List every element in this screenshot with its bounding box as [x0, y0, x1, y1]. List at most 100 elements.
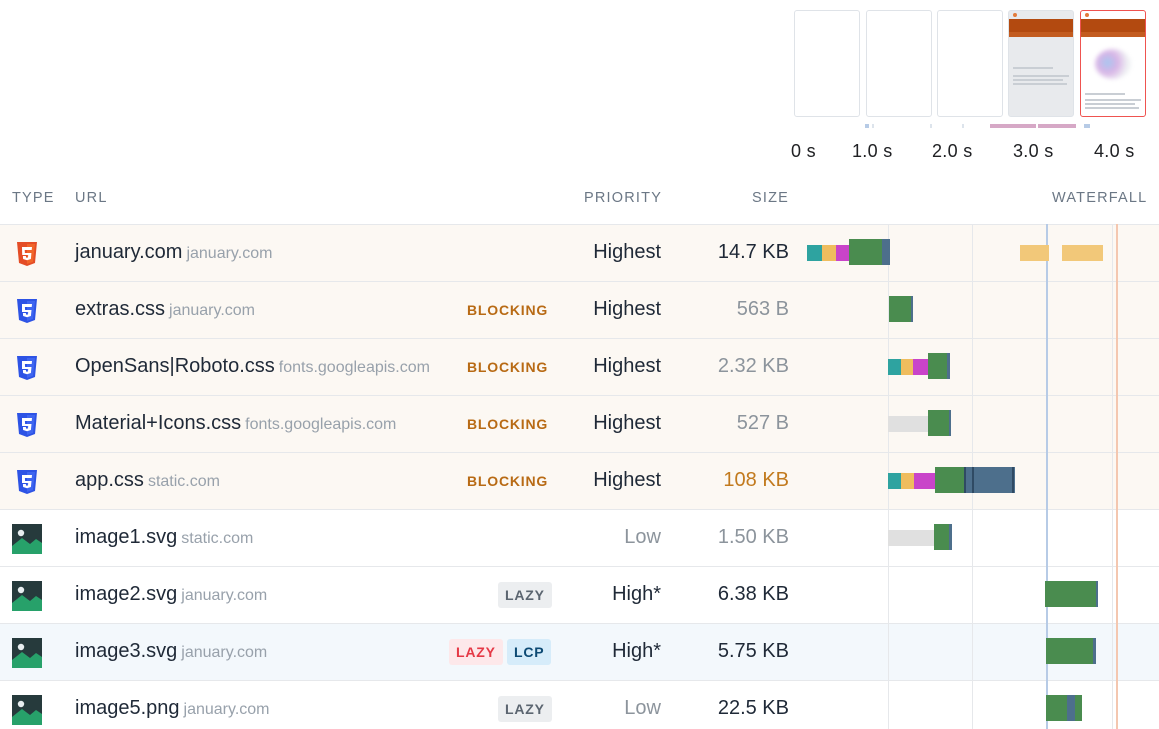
request-url[interactable]: image2.svg january.com	[75, 583, 267, 606]
timeline-label: 4.0 s	[1094, 141, 1135, 161]
timeline-marker	[872, 124, 874, 128]
timeline-marker	[1038, 124, 1076, 128]
request-filename: image1.svg	[75, 526, 178, 548]
request-url[interactable]: image5.png january.com	[75, 697, 270, 720]
header-url[interactable]: URL	[75, 190, 108, 206]
timeline-marker	[1084, 124, 1090, 128]
waterfall-bar-blocked[interactable]	[888, 416, 928, 432]
waterfall-bar-connect[interactable]	[822, 245, 836, 261]
waterfall-bar-divider	[1012, 467, 1014, 493]
waterfall-bar-js[interactable]	[949, 410, 951, 436]
waterfall-bar-dns[interactable]	[888, 359, 901, 375]
request-priority: Highest	[593, 355, 661, 377]
request-size: 1.50 KB	[717, 526, 789, 548]
request-url[interactable]: image1.svg static.com	[75, 526, 253, 549]
image-icon	[12, 581, 42, 611]
waterfall-bar-connect[interactable]	[901, 359, 913, 375]
waterfall-chart	[800, 224, 1159, 729]
waterfall-bar-download[interactable]	[1046, 695, 1067, 721]
waterfall-bar-download[interactable]	[889, 296, 911, 322]
request-priority: Highest	[593, 469, 661, 491]
image-icon	[12, 638, 42, 668]
waterfall-bar-download[interactable]	[1075, 695, 1082, 721]
waterfall-marker-line	[1116, 224, 1118, 729]
filmstrip-frame[interactable]	[866, 10, 932, 117]
waterfall-bar-dns[interactable]	[807, 245, 822, 261]
waterfall-bar-blocked[interactable]	[888, 530, 934, 546]
waterfall-bar-divider	[964, 467, 966, 493]
waterfall-bar-js[interactable]	[882, 239, 890, 265]
request-url[interactable]: app.css static.com	[75, 469, 220, 492]
request-size: 14.7 KB	[717, 241, 789, 263]
request-filename: january.com	[75, 241, 183, 263]
header-size[interactable]: SIZE	[752, 190, 790, 206]
filmstrip-frame[interactable]	[794, 10, 860, 117]
image-icon	[12, 524, 42, 554]
waterfall-bar-download[interactable]	[934, 524, 949, 550]
waterfall-bar-late[interactable]	[1020, 245, 1049, 261]
waterfall-marker-line	[1046, 224, 1048, 729]
filmstrip-frame[interactable]	[937, 10, 1003, 117]
waterfall-bar-js[interactable]	[947, 353, 950, 379]
request-priority: Low	[624, 697, 661, 719]
table-row[interactable]: Material+Icons.css fonts.googleapis.com BL…	[0, 395, 1159, 452]
request-size: 6.38 KB	[717, 583, 789, 605]
waterfall-bar-js[interactable]	[1093, 638, 1096, 664]
request-filename: OpenSans|Roboto.css	[75, 355, 275, 377]
html5-icon	[12, 239, 42, 269]
request-host: static.com	[147, 473, 220, 490]
waterfall-bar-download[interactable]	[928, 353, 947, 379]
table-row[interactable]: january.com january.com Highest 14.7 KB	[0, 224, 1159, 281]
header-type[interactable]: TYPE	[12, 190, 55, 206]
waterfall-bar-ssl[interactable]	[914, 473, 935, 489]
request-size: 22.5 KB	[717, 697, 789, 719]
header-priority[interactable]: PRIORITY	[584, 190, 663, 206]
waterfall-bar-ssl[interactable]	[836, 245, 849, 261]
blocking-badge: BLOCKING	[467, 302, 549, 318]
css3-icon	[12, 410, 42, 440]
request-host: january.com	[181, 644, 268, 661]
lazy-badge: LAZY	[498, 696, 552, 722]
waterfall-bar-js[interactable]	[949, 524, 952, 550]
lcp-badge: LCP	[507, 639, 552, 665]
waterfall-bar-download[interactable]	[849, 239, 883, 265]
waterfall-bar-ssl[interactable]	[913, 359, 929, 375]
request-url[interactable]: OpenSans|Roboto.css fonts.googleapis.com	[75, 355, 430, 378]
waterfall-bar-late[interactable]	[1062, 245, 1103, 261]
table-row[interactable]: extras.css january.com BLOCKING Highest 563 …	[0, 281, 1159, 338]
waterfall-bar-download[interactable]	[928, 410, 949, 436]
header-waterfall[interactable]: WATERFALL	[1052, 190, 1148, 206]
waterfall-bar-js[interactable]	[1067, 695, 1075, 721]
table-row[interactable]: image5.png january.com LAZY Low 22.5 KB	[0, 680, 1159, 729]
request-filename: extras.css	[75, 298, 166, 320]
request-url[interactable]: Material+Icons.css fonts.googleapis.com	[75, 412, 396, 435]
request-url[interactable]: january.com january.com	[75, 241, 272, 264]
image-icon	[12, 695, 42, 725]
css3-icon	[12, 296, 42, 326]
waterfall-bar-js[interactable]	[911, 296, 913, 322]
waterfall-bar-download[interactable]	[1046, 638, 1093, 664]
request-host: january.com	[169, 302, 255, 319]
waterfall-bar-connect[interactable]	[901, 473, 914, 489]
request-host: fonts.googleapis.com	[278, 359, 430, 376]
request-host: january.com	[186, 245, 273, 262]
table-row[interactable]: OpenSans|Roboto.css fonts.googleapis.com B…	[0, 338, 1159, 395]
waterfall-bar-download[interactable]	[1045, 581, 1097, 607]
table-row[interactable]: image2.svg january.com LAZY High* 6.38 KB	[0, 566, 1159, 623]
timeline-marker	[990, 124, 1036, 128]
table-row[interactable]: image3.svg january.com LAZY LCP High* 5.75 KB	[0, 623, 1159, 680]
filmstrip-frame[interactable]	[1008, 10, 1074, 117]
lazy-badge: LAZY	[498, 582, 552, 608]
request-priority: High*	[612, 640, 661, 662]
request-url[interactable]: image3.svg january.com	[75, 640, 267, 663]
filmstrip-frame[interactable]	[1080, 10, 1146, 117]
request-filename: image5.png	[75, 697, 180, 719]
table-row[interactable]: image1.svg static.com Low 1.50 KB	[0, 509, 1159, 566]
blocking-badge: BLOCKING	[467, 473, 549, 489]
request-priority: Low	[624, 526, 661, 548]
waterfall-bar-download[interactable]	[935, 467, 965, 493]
request-url[interactable]: extras.css january.com	[75, 298, 255, 321]
waterfall-bar-dns[interactable]	[888, 473, 901, 489]
request-filename: image3.svg	[75, 640, 178, 662]
waterfall-bar-js[interactable]	[1096, 581, 1098, 607]
